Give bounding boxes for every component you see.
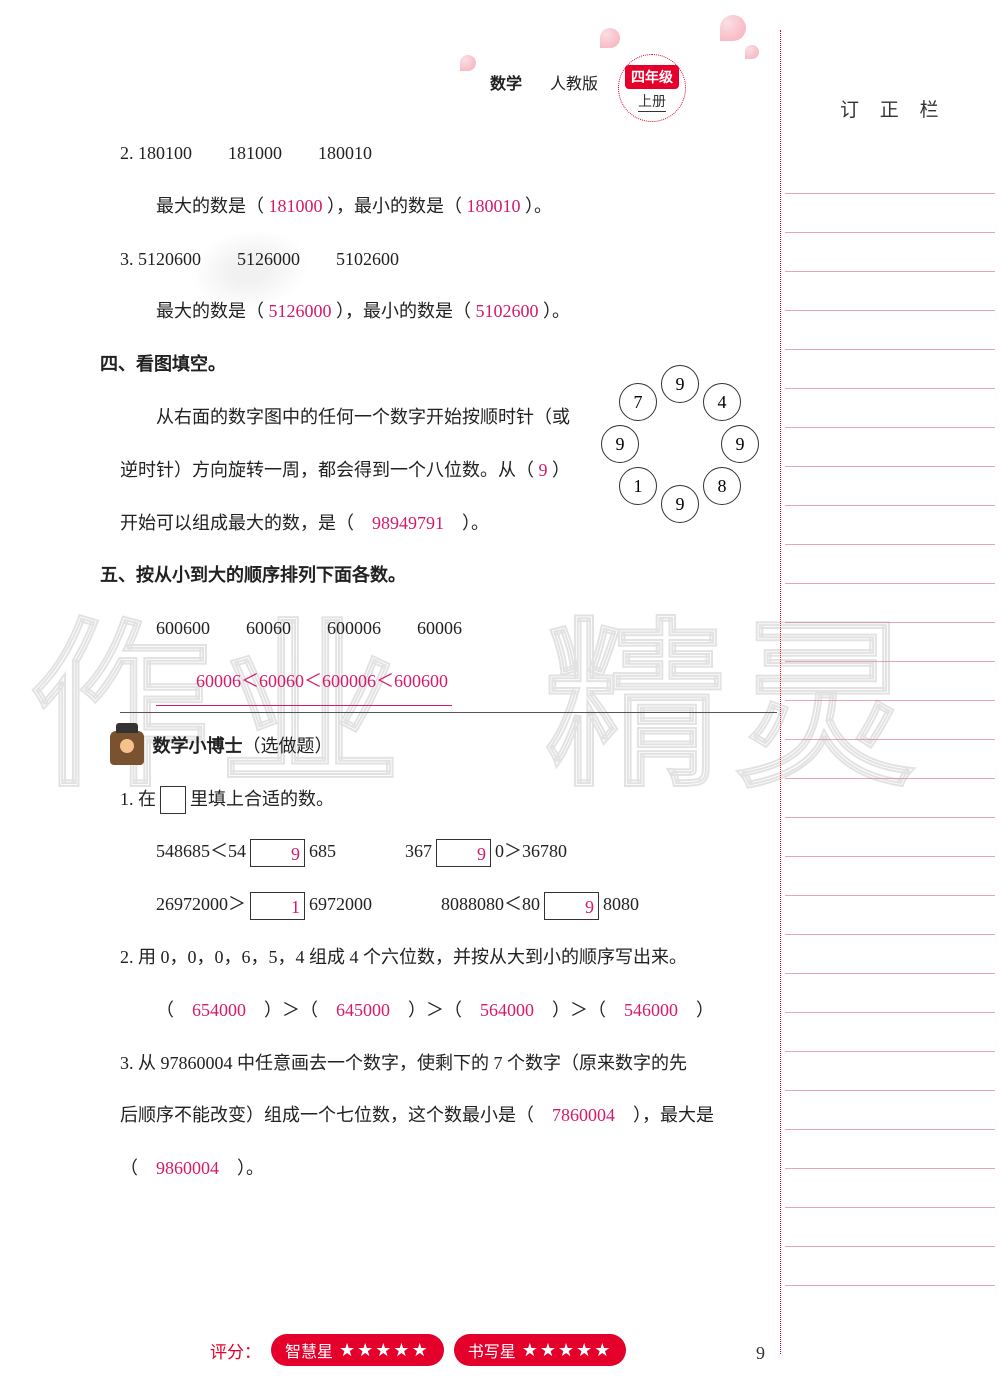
star-icon: ★★★★★ xyxy=(339,1340,430,1361)
bonus-q1: 1. 在里填上合适的数。 xyxy=(120,776,740,823)
bonus-q3-line2: 后顺序不能改变）组成一个七位数，这个数最小是（ 7860004 ），最大是 xyxy=(120,1092,740,1139)
q2-a4: 546000 xyxy=(624,1000,678,1020)
q2-options: 180100 181000 180010 xyxy=(138,143,372,163)
s4-ans2: 98949791 xyxy=(372,513,444,533)
q3-largest-ans: 5126000 xyxy=(269,301,332,321)
q3-smallest-label: ，最小的数是（ xyxy=(345,301,476,321)
bonus-q3-line1: 3. 从 97860004 中任意画去一个数字，使剩下的 7 个数字（原来数字的… xyxy=(120,1040,740,1087)
empty-box xyxy=(160,786,186,814)
circle-node: 9 xyxy=(601,425,639,463)
star-icon: ★★★★★ xyxy=(522,1340,613,1361)
question-3: 3. 5120600 5126000 5102600 xyxy=(120,236,740,283)
wisdom-star-pill: 智慧星 ★★★★★ xyxy=(271,1334,444,1366)
bonus-q2: 2. 用 0，0，0，6，5，4 组成 4 个六位数，并按从大到小的顺序写出来。 xyxy=(120,934,740,981)
q2-smallest-ans: 180010 xyxy=(467,196,521,216)
page: 数学 人教版 四年级 上册 订 正 栏 作业 精灵 2. 180100 1810… xyxy=(0,0,1000,1394)
margin-line xyxy=(780,30,781,1354)
grade-text: 四年级 xyxy=(625,65,679,89)
petal-decoration xyxy=(720,15,746,41)
s5-answer-row: 60006＜60060＜600006＜600600 xyxy=(120,658,740,706)
grade-badge: 四年级 上册 xyxy=(618,54,686,122)
q2-a1: 654000 xyxy=(192,1000,246,1020)
bonus-q1-row1: 548685＜549685 36790＞36780 xyxy=(120,828,740,875)
doctor-icon xyxy=(110,731,144,765)
q3-smallest-ans: 5102600 xyxy=(476,301,539,321)
q2-close: ）。 xyxy=(521,196,553,216)
q3-num: 3. xyxy=(120,249,134,269)
q2-num: 2. xyxy=(120,143,134,163)
s4-line1: 从右面的数字图中的任何一个数字开始按顺时针（或 xyxy=(120,394,590,441)
bonus-q3-line3: （ 9860004 ）。 xyxy=(120,1145,740,1192)
q3-options: 5120600 5126000 5102600 xyxy=(138,249,399,269)
question-2-answer: 最大的数是（ 181000 ），最小的数是（ 180010 ）。 xyxy=(120,183,740,230)
circle-node: 7 xyxy=(619,383,657,421)
writing-star-pill: 书写星 ★★★★★ xyxy=(454,1334,627,1366)
q1-ans4: 9 xyxy=(544,892,599,920)
s4-ans1: 9 xyxy=(539,460,548,480)
s5-nums: 600600 60060 600006 60006 xyxy=(120,605,740,652)
publisher-label: 人教版 xyxy=(550,70,598,94)
volume-text: 上册 xyxy=(638,91,666,112)
circle-node: 9 xyxy=(721,425,759,463)
number-circle-diagram: 9 4 9 8 9 1 9 7 xyxy=(600,365,760,525)
q2-smallest-label: ，最小的数是（ xyxy=(336,196,467,216)
bonus-sub: （选做题） xyxy=(243,736,333,756)
q2-a3: 564000 xyxy=(480,1000,534,1020)
circle-node: 9 xyxy=(661,485,699,523)
q3-largest-label: 最大的数是（ xyxy=(156,301,269,321)
divider-line xyxy=(120,712,777,713)
q3-ans2: 9860004 xyxy=(156,1158,219,1178)
q2-largest-label: 最大的数是（ xyxy=(156,196,269,216)
correction-column-title: 订 正 栏 xyxy=(840,95,947,122)
q1-ans2: 9 xyxy=(436,839,491,867)
bonus-header: 数学小博士（选做题） xyxy=(110,723,740,770)
q3-close: ）。 xyxy=(539,301,571,321)
ruled-lines xyxy=(785,155,995,1286)
subject-label: 数学 xyxy=(490,70,522,94)
main-content: 2. 180100 181000 180010 最大的数是（ 181000 ），… xyxy=(120,130,740,1198)
q1-ans1: 9 xyxy=(250,839,305,867)
q1-ans3: 1 xyxy=(250,892,305,920)
bonus-q2-answer: （ 654000 ）＞（ 645000 ）＞（ 564000 ）＞（ 54600… xyxy=(120,987,740,1034)
s5-ans: 60006＜60060＜600006＜600600 xyxy=(156,658,452,706)
score-label: 评分： xyxy=(210,1338,261,1363)
page-number: 9 xyxy=(756,1343,765,1364)
question-3-answer: 最大的数是（ 5126000 ），最小的数是（ 5102600 ）。 xyxy=(120,288,740,335)
page-header: 数学 人教版 四年级 上册 xyxy=(400,40,750,110)
circle-node: 8 xyxy=(703,467,741,505)
q2-a2: 645000 xyxy=(336,1000,390,1020)
page-footer: 评分： 智慧星 ★★★★★ 书写星 ★★★★★ xyxy=(210,1334,770,1366)
s4-line2: 逆时针）方向旋转一周，都会得到一个八位数。从（ 9 ） xyxy=(120,447,620,494)
question-2: 2. 180100 181000 180010 xyxy=(120,130,740,177)
q3-ans1: 7860004 xyxy=(552,1105,615,1125)
circle-node: 1 xyxy=(619,467,657,505)
bonus-title: 数学小博士 xyxy=(153,736,243,756)
q2-largest-ans: 181000 xyxy=(269,196,323,216)
section-5-title: 五、按从小到大的顺序排列下面各数。 xyxy=(100,552,740,599)
bonus-q1-row2: 26972000＞16972000 8088080＜8098080 xyxy=(120,881,740,928)
circle-node-top: 9 xyxy=(661,365,699,403)
circle-node: 4 xyxy=(703,383,741,421)
